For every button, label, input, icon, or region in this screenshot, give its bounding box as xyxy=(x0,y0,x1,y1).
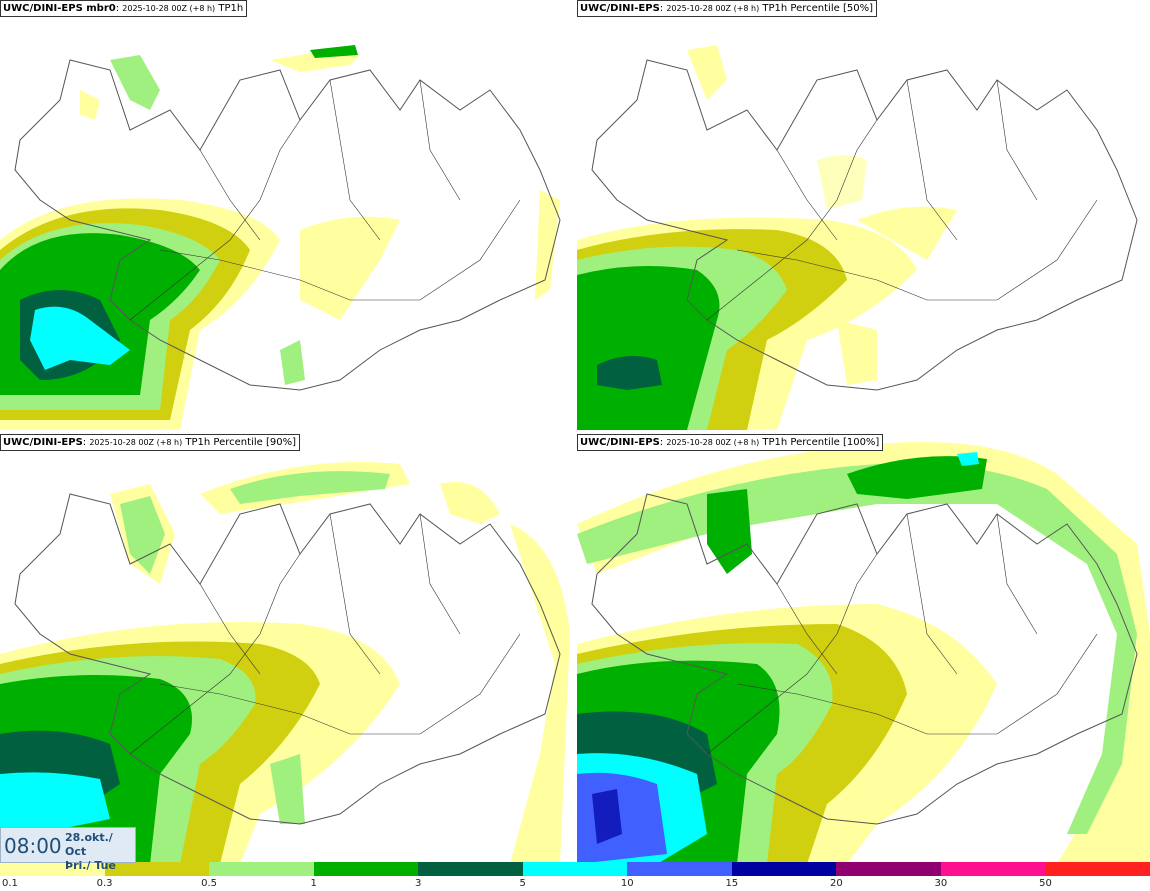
legend-swatch xyxy=(313,862,419,876)
map-panel-p100: UWC/DINI-EPS: 2025-10-28 00Z (+8 h) TP1h… xyxy=(577,434,1150,864)
legend-tick-label: 10 xyxy=(620,878,634,889)
legend-tick-label: 0.3 xyxy=(96,878,113,889)
map-panel-p90: UWC/DINI-EPS: 2025-10-28 00Z (+8 h) TP1h… xyxy=(0,434,573,864)
map-panel-mbr0: UWC/DINI-EPS mbr0: 2025-10-28 00Z (+8 h)… xyxy=(0,0,573,430)
legend-tick-label: 3 xyxy=(414,878,422,889)
legend-tick-label: 30 xyxy=(934,878,948,889)
legend-color-bar xyxy=(0,862,1150,876)
precipitation-map xyxy=(577,45,1138,430)
valid-time: 08:00 xyxy=(4,834,62,858)
legend-tick-label: 0.5 xyxy=(201,878,218,889)
panel-title: UWC/DINI-EPS: 2025-10-28 00Z (+8 h) TP1h… xyxy=(577,434,884,451)
precipitation-map xyxy=(0,462,570,864)
legend-swatch xyxy=(522,862,628,876)
legend-tick-label: 50 xyxy=(1039,878,1052,889)
legend-swatch xyxy=(209,862,314,876)
legend-swatch xyxy=(1045,862,1150,876)
valid-date-line2: Þri./ Tue xyxy=(65,859,116,872)
legend-tick-label: 0.1 xyxy=(2,878,18,889)
precipitation-legend: 0.1 0.3 0.5 1 3 5 10 15 20 30 50 xyxy=(0,862,1150,891)
legend-swatch xyxy=(836,862,941,876)
legend-tick-label: 15 xyxy=(725,878,739,889)
valid-date: 28.okt./ Oct Þri./ Tue xyxy=(65,831,135,873)
legend-tick-label: 5 xyxy=(519,878,526,889)
legend-swatch xyxy=(104,862,210,876)
map-panel-p50: UWC/DINI-EPS: 2025-10-28 00Z (+8 h) TP1h… xyxy=(577,0,1150,430)
legend-tick-label: 20 xyxy=(829,878,843,889)
legend-swatch xyxy=(0,862,105,876)
legend-swatch xyxy=(627,862,732,876)
valid-date-line1: 28.okt./ Oct xyxy=(65,831,113,858)
legend-tick-labels: 0.1 0.3 0.5 1 3 5 10 15 20 30 50 xyxy=(0,876,1150,891)
valid-time-box: 08:00 28.okt./ Oct Þri./ Tue xyxy=(0,827,136,872)
panel-title: UWC/DINI-EPS mbr0: 2025-10-28 00Z (+8 h)… xyxy=(0,0,248,17)
legend-tick-label: 1 xyxy=(310,878,317,889)
legend-swatch xyxy=(418,862,523,876)
precipitation-map xyxy=(577,442,1150,864)
precipitation-map xyxy=(0,45,561,430)
panel-title: UWC/DINI-EPS: 2025-10-28 00Z (+8 h) TP1h… xyxy=(577,0,877,17)
legend-swatch xyxy=(940,862,1046,876)
legend-swatch xyxy=(731,862,837,876)
panel-title: UWC/DINI-EPS: 2025-10-28 00Z (+8 h) TP1h… xyxy=(0,434,300,451)
